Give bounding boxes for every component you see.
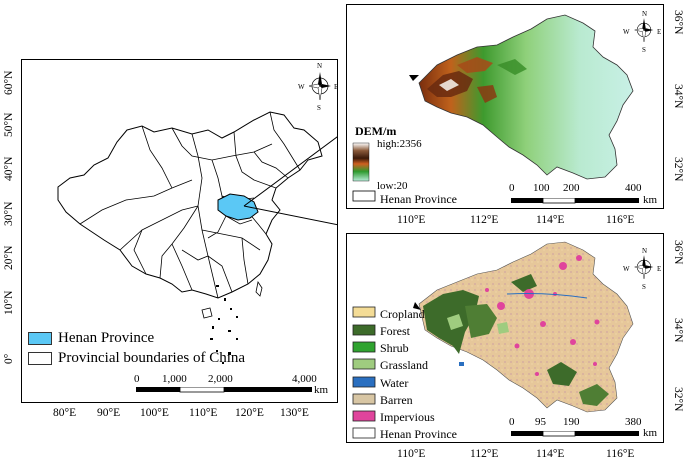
- compass-s-label: S: [642, 283, 646, 291]
- lulc-legend-shrub: Shrub: [380, 341, 409, 355]
- lulc-map-frame: Cropland Forest Shrub Grassland Water Ba…: [346, 233, 664, 443]
- compass-w-label: W: [623, 265, 630, 273]
- lulc-legend-forest: Forest: [380, 324, 410, 338]
- legend-swatch-boundaries: [28, 352, 52, 365]
- lulc-lat-34: 34°N: [672, 318, 684, 343]
- dem-scale-200: 200: [563, 182, 580, 194]
- lat-label-60: 60°N: [3, 70, 15, 95]
- dem-lon-114: 114°E: [536, 214, 565, 226]
- lulc-scale-bar: [511, 431, 639, 437]
- lulc-scale-380: 380: [625, 416, 642, 428]
- lon-label-110: 110°E: [189, 407, 218, 419]
- lulc-legend-grassland: Grassland: [380, 358, 428, 372]
- henan-highlight: [217, 193, 259, 221]
- dem-lat-32: 32°N: [672, 157, 684, 182]
- lulc-lon-110: 110°E: [397, 448, 426, 460]
- scale-label-1000: 1,000: [162, 373, 187, 385]
- legend-label-henan: Henan Province: [58, 330, 155, 346]
- lulc-scale-0: 0: [509, 416, 515, 428]
- dem-scale-0: 0: [509, 182, 515, 194]
- lat-label-50: 50°N: [3, 112, 15, 137]
- dem-lon-116: 116°E: [606, 214, 635, 226]
- dem-map: [352, 14, 634, 202]
- lat-label-20: 20°N: [3, 245, 15, 270]
- compass-icon: [634, 18, 654, 42]
- scale-label-2000: 2,000: [208, 373, 233, 385]
- legend-swatch-henan: [28, 332, 52, 345]
- compass-w-label: W: [298, 83, 305, 91]
- dem-lat-36: 36°N: [672, 10, 684, 35]
- china-outline-map: [57, 111, 337, 364]
- lulc-legend-impervious: Impervious: [380, 410, 435, 424]
- lulc-legend-water: Water: [380, 376, 409, 390]
- compass-e-label: E: [657, 265, 662, 273]
- dem-legend-high: high:2356: [377, 138, 422, 150]
- scale-label-4000: 4,000: [292, 373, 317, 385]
- legend-henan: Henan Province: [28, 330, 154, 347]
- lulc-scale-unit: km: [643, 427, 658, 439]
- dem-scale-bar: [511, 198, 639, 204]
- compass-w-label: W: [623, 28, 630, 36]
- lulc-legend-henan: Henan Province: [380, 427, 457, 441]
- scale-label-0: 0: [134, 373, 140, 385]
- compass-n-label: N: [642, 247, 648, 255]
- lulc-map: [352, 241, 634, 439]
- lon-label-90: 90°E: [97, 407, 121, 419]
- lulc-lat-36: 36°N: [672, 240, 684, 265]
- lat-label-30: 30°N: [3, 201, 15, 226]
- dem-lat-34: 34°N: [672, 84, 684, 109]
- dem-lon-110: 110°E: [397, 214, 426, 226]
- compass-e-label: E: [334, 83, 339, 91]
- lat-label-10: 10°N: [3, 290, 15, 315]
- lon-label-100: 100°E: [140, 407, 169, 419]
- china-map-frame: N S W E Henan Province Provincial bounda…: [21, 59, 338, 403]
- lon-label-130: 130°E: [280, 407, 309, 419]
- lulc-lon-112: 112°E: [470, 448, 499, 460]
- dem-scale-100: 100: [533, 182, 550, 194]
- dem-legend-boundary: Henan Province: [380, 192, 457, 206]
- dem-scale-unit: km: [643, 194, 658, 206]
- legend-label-boundaries: Provincial boundaries of China: [58, 350, 246, 366]
- lon-label-120: 120°E: [235, 407, 264, 419]
- lulc-scale-95: 95: [535, 416, 546, 428]
- compass-e-label: E: [657, 28, 662, 36]
- dem-map-frame: DEM/m high:2356 low:20 Henan Province N …: [346, 4, 664, 209]
- compass-s-label: S: [642, 46, 646, 54]
- dem-lon-112: 112°E: [470, 214, 499, 226]
- compass-icon: [634, 255, 654, 279]
- dem-scale-400: 400: [625, 182, 642, 194]
- compass-n-label: N: [642, 10, 648, 18]
- lulc-legend-cropland: Cropland: [380, 307, 425, 321]
- lulc-lon-114: 114°E: [536, 448, 565, 460]
- lulc-lon-116: 116°E: [606, 448, 635, 460]
- dem-legend-title: DEM/m: [355, 124, 397, 138]
- dem-legend-low: low:20: [377, 180, 408, 192]
- lon-label-80: 80°E: [53, 407, 77, 419]
- lulc-legend-barren: Barren: [380, 393, 413, 407]
- compass-icon: [308, 72, 331, 101]
- lat-label-0: 0°: [3, 353, 15, 364]
- compass-s-label: S: [317, 104, 321, 112]
- compass-n-label: N: [317, 62, 323, 70]
- scale-bar: [136, 387, 312, 393]
- legend-boundaries: Provincial boundaries of China: [28, 350, 245, 367]
- lulc-scale-190: 190: [563, 416, 580, 428]
- lat-label-40: 40°N: [3, 156, 15, 181]
- lulc-lat-32: 32°N: [672, 387, 684, 412]
- scale-unit-km: km: [314, 384, 329, 396]
